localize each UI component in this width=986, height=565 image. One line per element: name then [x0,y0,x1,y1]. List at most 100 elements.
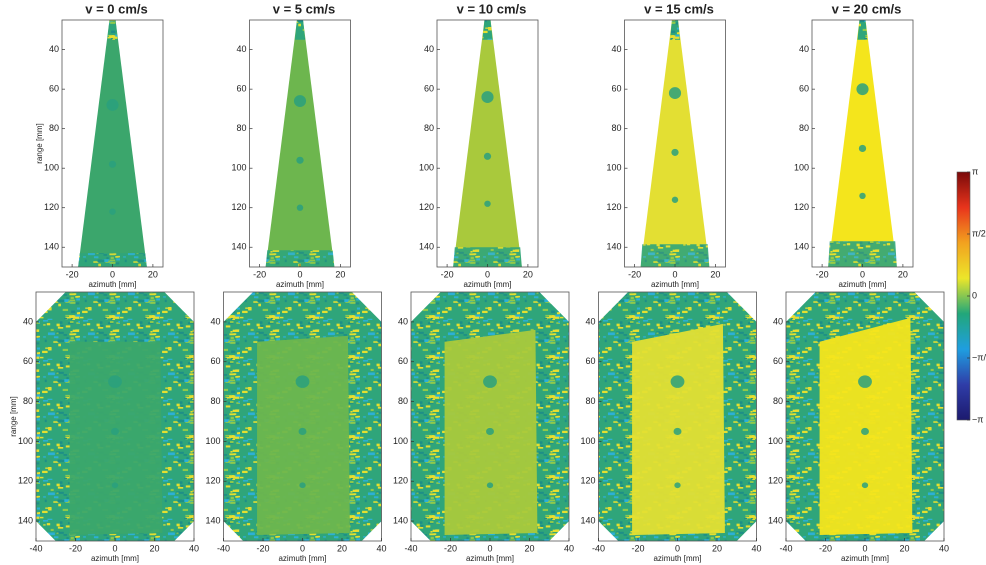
y-tick-label: 120 [393,476,408,486]
y-tick-label: 100 [393,436,408,446]
x-tick-label: 0 [485,269,490,279]
x-tick-label: -20 [253,269,266,279]
x-tick-label: 40 [376,543,386,553]
y-tick-label: 120 [231,202,246,212]
colorbar-tick-label: π/2 [972,228,986,238]
x-tick-label: -20 [628,269,641,279]
sector-bottom-noise [78,253,147,267]
y-tick-label: 80 [23,396,33,406]
x-tick-label: 20 [524,543,534,553]
y-tick-label: 100 [606,163,621,173]
y-tick-label: 40 [210,316,220,326]
cyst [486,427,494,436]
x-tick-label: 0 [300,543,305,553]
y-tick-label: 140 [393,515,408,525]
y-tick-label: 80 [773,396,783,406]
y-tick-label: 60 [424,84,434,94]
cyst [111,427,119,436]
y-tick-label: 60 [210,356,220,366]
panel: -40 -20 0 20 40 40 60 80 100 120 140 azimuth [mm] [205,291,387,563]
cyst [106,99,119,111]
panel-title: v = 15 cm/s [644,1,714,16]
y-tick-label: 80 [236,123,246,133]
x-tick-label: 40 [939,543,949,553]
x-tick-label: -20 [819,543,832,553]
cyst [861,482,869,489]
colorbar-tick-label: π [972,166,978,176]
x-axis-label: azimuth [mm] [91,554,139,563]
y-tick-label: 80 [799,123,809,133]
cyst [108,375,122,388]
cyst [856,83,869,96]
x-tick-label: 40 [189,543,199,553]
x-tick-label: 40 [751,543,761,553]
y-tick-label: 100 [794,163,809,173]
cyst [481,91,494,103]
cyst [299,482,306,489]
y-tick-label: 40 [424,44,434,54]
y-tick-label: 80 [611,123,621,133]
x-tick-label: -40 [779,543,792,553]
x-tick-label: 20 [899,543,909,553]
y-tick-label: 60 [398,356,408,366]
cyst [298,427,307,436]
y-tick-label: 140 [606,242,621,252]
y-tick-label: 40 [611,44,621,54]
x-tick-label: 20 [712,543,722,553]
sector-image [640,20,710,267]
sector-bottom-noise [453,247,522,267]
sector-apex-noise [294,20,306,40]
x-tick-label: 0 [862,543,867,553]
x-tick-label: -40 [404,543,417,553]
x-tick-label: -20 [66,269,79,279]
cyst [483,375,497,388]
panel: -40 -20 0 20 40 40 60 80 100 120 140 azimuth [mm] [768,291,949,563]
y-tick-label: 140 [231,242,246,252]
y-tick-label: 140 [205,515,220,525]
cyst [858,375,872,388]
x-tick-label: 0 [487,543,492,553]
y-tick-label: 140 [580,515,595,525]
x-tick-label: -20 [444,543,457,553]
x-tick-label: 0 [860,269,865,279]
x-tick-label: 20 [335,269,345,279]
y-tick-label: 80 [398,396,408,406]
region-image [69,341,163,536]
x-tick-label: -40 [29,543,42,553]
y-tick-label: 40 [585,316,595,326]
x-axis-label: azimuth [mm] [841,554,889,563]
y-tick-label: 80 [424,123,434,133]
panel: -40 -20 0 20 40 40 60 80 100 120 140 azimuth [mm] ra… [9,291,199,563]
y-tick-label: 120 [768,476,783,486]
colorbar-tick-label: 0 [972,290,977,300]
y-tick-label: 140 [419,242,434,252]
sector-image [265,20,335,267]
x-axis-label: azimuth [mm] [278,554,326,563]
cyst [108,160,117,168]
y-tick-label: 40 [49,44,59,54]
cyst [296,204,304,211]
y-tick-label: 120 [18,476,33,486]
cyst [668,87,682,100]
x-tick-label: -40 [217,543,230,553]
y-tick-label: 100 [18,436,33,446]
y-tick-label: 120 [794,202,809,212]
panel: -40 -20 0 20 40 40 60 80 100 120 140 azimuth [mm] [393,291,574,563]
y-tick-label: 80 [585,396,595,406]
sector-bottom-noise [828,241,897,267]
x-tick-label: 20 [149,543,159,553]
panel: -20 0 20 40 60 80 100 120 140 v = 5 cm/s azimuth [… [231,1,351,289]
cyst [483,152,492,160]
cyst [111,482,119,489]
x-tick-label: 40 [564,543,574,553]
cyst [670,375,685,388]
cyst [295,375,310,388]
panel-title: v = 20 cm/s [832,1,902,16]
x-axis-label: azimuth [mm] [88,280,136,289]
panel-title: v = 10 cm/s [457,1,527,16]
region-image [257,335,350,536]
x-tick-label: -20 [256,543,269,553]
cyst [674,482,681,489]
cyst [296,156,304,164]
